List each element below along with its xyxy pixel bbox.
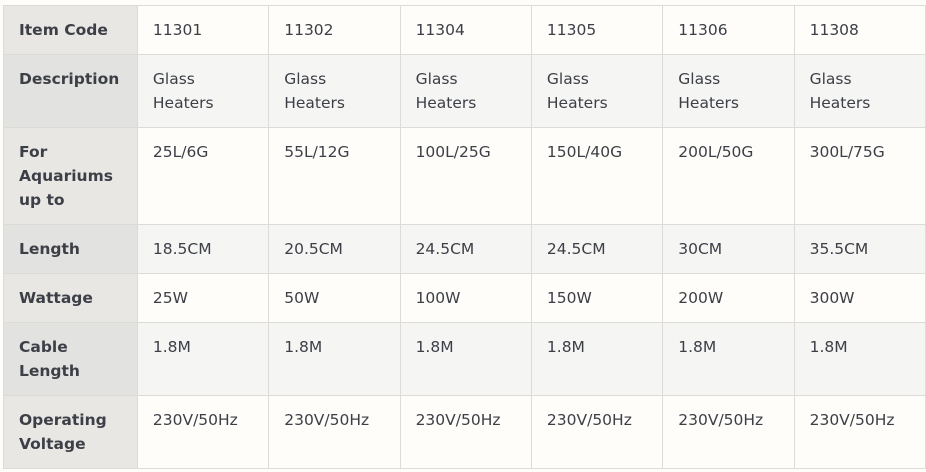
table-cell: 1.8M — [399, 322, 532, 396]
table-cell: 100W — [399, 273, 532, 323]
row-header: Operating Voltage — [3, 395, 138, 469]
table-cell: 150W — [530, 273, 664, 323]
table-row: For Aquariums up to 25L/6G 55L/12G 100L/25G… — [3, 127, 926, 225]
table-cell: Glass Heaters — [530, 54, 664, 128]
row-header: Description — [3, 54, 138, 128]
table-cell: 11301 — [136, 5, 270, 55]
table-cell: 25W — [136, 273, 270, 323]
table-cell: Glass Heaters — [268, 54, 401, 128]
table-cell: 11305 — [530, 5, 664, 55]
table-cell: Glass Heaters — [136, 54, 270, 128]
row-header: Length — [3, 224, 138, 274]
table-row: Operating Voltage 230V/50Hz 230V/50Hz 230V/… — [3, 395, 926, 469]
table-cell: 1.8M — [793, 322, 926, 396]
table-cell: 1.8M — [268, 322, 401, 396]
table-cell: 300W — [793, 273, 926, 323]
table-cell: 20.5CM — [268, 224, 401, 274]
table-row: Description Glass Heaters Glass Heaters Gla… — [3, 54, 926, 128]
table-cell: 18.5CM — [136, 224, 270, 274]
table-cell: 230V/50Hz — [136, 395, 270, 469]
table-cell: 150L/40G — [530, 127, 664, 225]
table-cell: 1.8M — [662, 322, 795, 396]
table-cell: 30CM — [662, 224, 795, 274]
table-cell: 25L/6G — [136, 127, 270, 225]
table-row: Wattage 25W 50W 100W 150W 200W 300W — [3, 273, 926, 323]
table-row: Cable Length 1.8M 1.8M 1.8M 1.8M 1.8M 1.8M — [3, 322, 926, 396]
table-cell: 1.8M — [530, 322, 664, 396]
spec-table: Item Code 11301 11302 11304 11305 11306 11308 D… — [3, 5, 926, 469]
table-cell: Glass Heaters — [399, 54, 532, 128]
table-cell: 200L/50G — [662, 127, 795, 225]
table-cell: Glass Heaters — [793, 54, 926, 128]
table-cell: 230V/50Hz — [662, 395, 795, 469]
table-cell: 230V/50Hz — [793, 395, 926, 469]
table-cell: 35.5CM — [793, 224, 926, 274]
table-cell: 50W — [268, 273, 401, 323]
table-cell: 24.5CM — [399, 224, 532, 274]
table-cell: 11306 — [662, 5, 795, 55]
row-header: For Aquariums up to — [3, 127, 138, 225]
table-cell: 100L/25G — [399, 127, 532, 225]
row-header: Wattage — [3, 273, 138, 323]
table-cell: Glass Heaters — [662, 54, 795, 128]
table-cell: 24.5CM — [530, 224, 664, 274]
row-header: Cable Length — [3, 322, 138, 396]
table-cell: 11304 — [399, 5, 532, 55]
table-row: Item Code 11301 11302 11304 11305 11306 11308 — [3, 5, 926, 55]
table-cell: 11308 — [793, 5, 926, 55]
table-cell: 11302 — [268, 5, 401, 55]
table-cell: 230V/50Hz — [399, 395, 532, 469]
table-cell: 1.8M — [136, 322, 270, 396]
row-header: Item Code — [3, 5, 138, 55]
table-cell: 200W — [662, 273, 795, 323]
table-cell: 230V/50Hz — [530, 395, 664, 469]
table-row: Length 18.5CM 20.5CM 24.5CM 24.5CM 30CM 35.5CM — [3, 224, 926, 274]
table-cell: 55L/12G — [268, 127, 401, 225]
table-cell: 300L/75G — [793, 127, 926, 225]
table-cell: 230V/50Hz — [268, 395, 401, 469]
